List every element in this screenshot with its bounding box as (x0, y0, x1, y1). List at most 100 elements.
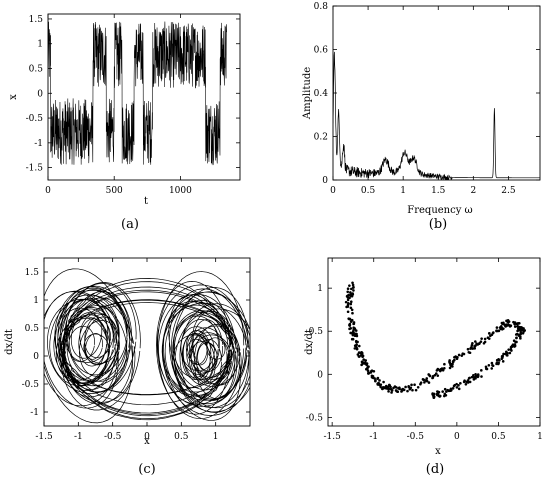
scatter-point (516, 322, 520, 325)
scatter-point (441, 390, 444, 393)
y-tick-label: 0 (37, 89, 43, 99)
scatter-point (491, 331, 495, 335)
x-tick-label: 0.5 (174, 432, 189, 442)
scatter-point (348, 284, 351, 287)
scatter-point (509, 348, 513, 351)
scatter-point (434, 372, 438, 375)
x-tick-label: 2.5 (501, 186, 516, 196)
panel-caption: (a) (121, 217, 139, 232)
scatter-point (352, 289, 355, 292)
scatter-point (351, 337, 355, 341)
scatter-point (521, 331, 525, 335)
scatter-point (519, 329, 523, 333)
scatter-point (480, 369, 483, 372)
y-tick-label: 0 (317, 370, 323, 380)
scatter-point (351, 283, 355, 287)
x-tick-label: 0 (454, 432, 460, 442)
scatter-point (488, 331, 491, 335)
y-tick-label: -0.5 (306, 413, 324, 423)
scatter-point (448, 361, 452, 365)
scatter-point (460, 354, 464, 357)
panel-b: 0 0.5 1 1.5 2 2.5 0 0.2 0.4 0.6 0.8 Frequency ω Ampl… (302, 2, 541, 232)
scatter-point (376, 377, 379, 380)
scatter-point (514, 340, 517, 344)
y-axis-label: x (8, 94, 19, 100)
scatter-point (468, 376, 471, 380)
scatter-point (519, 331, 523, 335)
scatter-point (463, 379, 466, 382)
scatter-point (472, 374, 475, 377)
scatter-point (421, 378, 425, 381)
y-axis-label: Amplitude (302, 67, 313, 120)
x-tick-label: -0.5 (407, 432, 425, 442)
scatter-point (471, 347, 474, 350)
scatter-point (451, 387, 455, 390)
scatter-point (480, 375, 483, 378)
scatter-point (387, 387, 391, 391)
scatter-point (443, 366, 446, 370)
scatter-point (483, 337, 487, 341)
scatter-point (360, 351, 364, 355)
scatter-point (349, 300, 353, 303)
scatter-point (466, 380, 470, 383)
x-tick-label: 1 (400, 186, 406, 196)
scatter-point (352, 322, 356, 326)
x-tick-label: -1 (369, 432, 378, 442)
panel-a: 0 500 1000 -1.5 -1 -0.5 0 0.5 1 1.5 t x (a) (8, 13, 241, 232)
scatter-point (363, 362, 367, 365)
y-tick-label: -0.5 (22, 380, 40, 390)
scatter-point (353, 334, 357, 338)
scatter-point (517, 333, 520, 337)
panel-d: -1.5 -1 -0.5 0 0.5 1 -0.5 0 0.5 1 x dx/dt (d) (304, 257, 543, 477)
x-axis-label: x (144, 436, 150, 447)
scatter-point (435, 392, 439, 396)
scatter-point (410, 383, 413, 387)
scatter-point (464, 383, 468, 386)
scatter-point (504, 352, 507, 356)
x-tick-label: 2 (470, 186, 476, 196)
scatter-point (500, 326, 503, 329)
scatter-point (346, 296, 350, 299)
panel-c: -1.5 -1 -0.5 0 0.5 1 -1 -0.5 0 0.5 1 1.5 x dx/dt (c) (4, 257, 251, 477)
scatter-point (398, 387, 401, 391)
scatter-point (413, 383, 416, 387)
scatter-point (491, 363, 494, 367)
scatter-point (457, 387, 461, 391)
scatter-point (349, 326, 353, 330)
x-tick-label: 0 (144, 432, 150, 442)
scatter-point (406, 389, 409, 393)
y-tick-label: -1.5 (26, 164, 44, 174)
scatter-point (468, 351, 472, 355)
x-tick-label: 0.5 (491, 432, 506, 442)
scatter-point (353, 347, 357, 350)
scatter-point (514, 333, 518, 336)
panel-caption: (c) (138, 462, 155, 477)
scatter-point (371, 376, 375, 380)
scatter-point (428, 374, 431, 377)
x-tick-label: -1 (74, 432, 83, 442)
scatter-point (490, 367, 494, 370)
y-tick-label: 0.4 (314, 89, 329, 99)
scatter-point (455, 386, 459, 389)
scatter-point (519, 337, 522, 340)
scatter-point (354, 344, 358, 347)
scatter-point (436, 390, 439, 393)
y-tick-label: -1 (30, 408, 39, 418)
y-tick-label: 0 (33, 352, 39, 362)
scatter-point (407, 385, 410, 388)
scatter-point (508, 351, 512, 355)
scatter-point (502, 322, 506, 326)
scatter-point (370, 374, 374, 378)
scatter-point (495, 326, 499, 329)
scatter-point (436, 374, 440, 377)
scatter-point (432, 392, 436, 396)
scatter-point (374, 379, 377, 382)
scatter-point (350, 319, 353, 322)
scatter-point (372, 370, 376, 373)
y-tick-label: 0.5 (29, 65, 44, 75)
scatter-point (387, 390, 390, 393)
scatter-point (497, 362, 500, 366)
scatter-point (432, 396, 436, 399)
x-tick-label: -0.5 (104, 432, 122, 442)
